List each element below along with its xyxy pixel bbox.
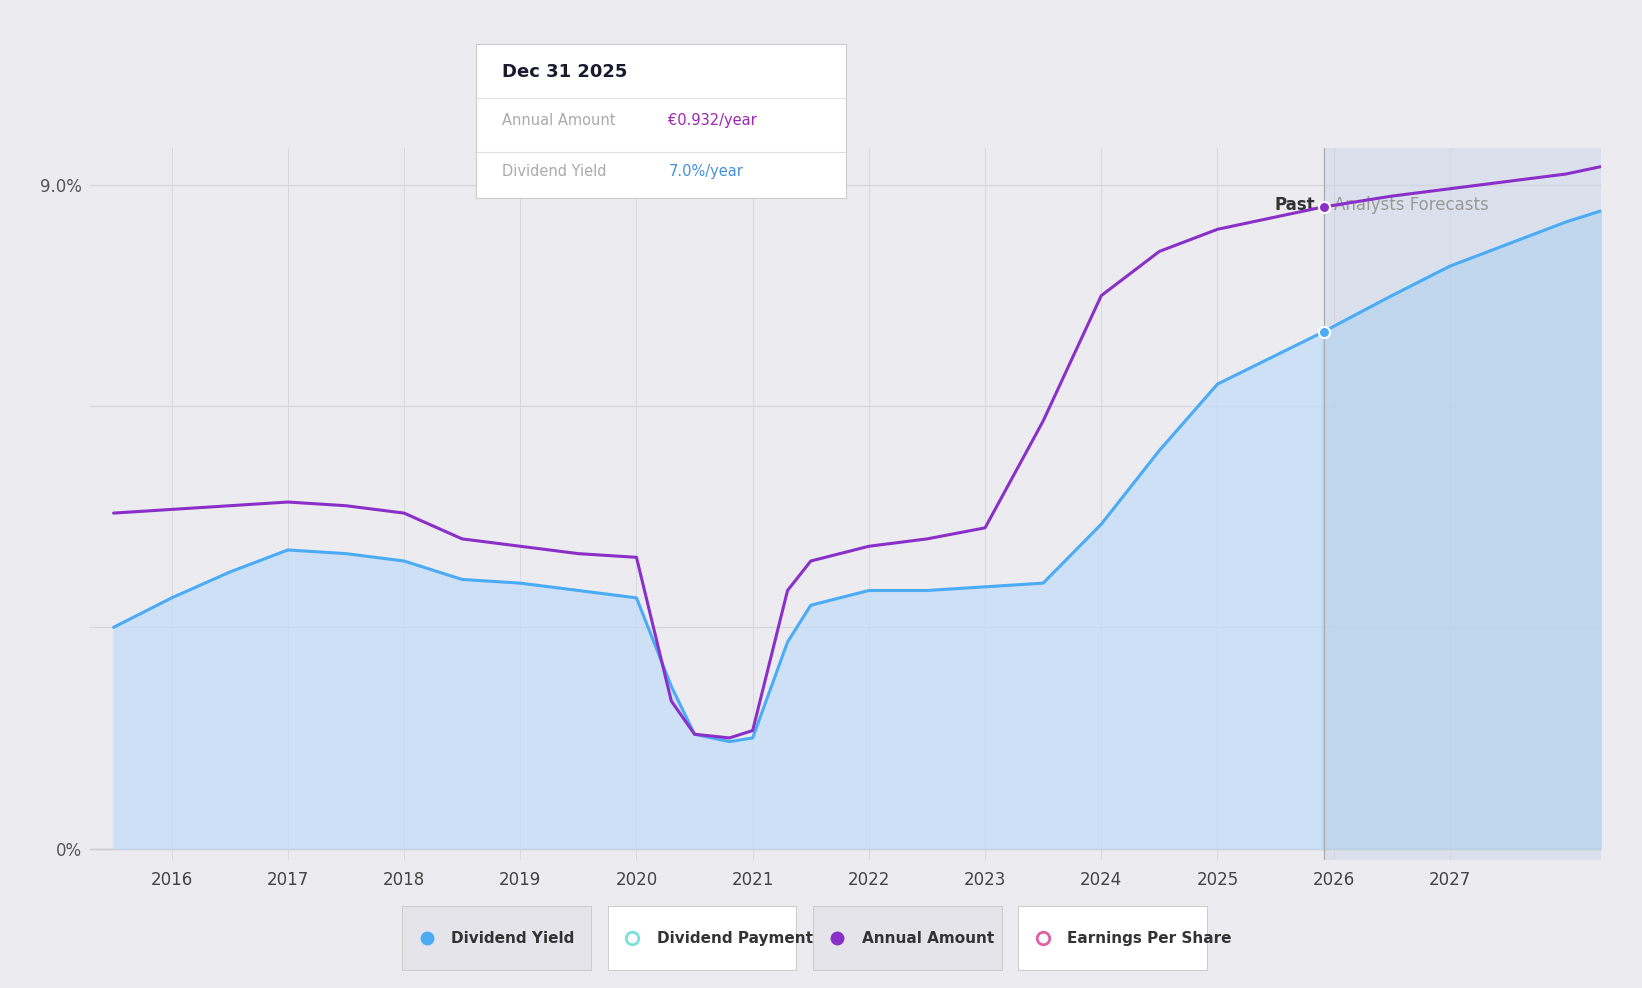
Text: 7.0%/year: 7.0%/year [668,164,744,179]
Text: Dividend Yield: Dividend Yield [502,164,606,179]
Text: €0.932/year: €0.932/year [668,114,757,128]
Text: Past: Past [1274,196,1315,214]
Text: Dividend Yield: Dividend Yield [452,931,575,946]
Text: Dec 31 2025: Dec 31 2025 [502,63,627,81]
Text: Earnings Per Share: Earnings Per Share [1067,931,1232,946]
Text: Dividend Payments: Dividend Payments [657,931,821,946]
Text: Annual Amount: Annual Amount [502,114,616,128]
Text: Annual Amount: Annual Amount [862,931,993,946]
Text: Analysts Forecasts: Analysts Forecasts [1333,196,1488,214]
Bar [1325,148,1601,860]
